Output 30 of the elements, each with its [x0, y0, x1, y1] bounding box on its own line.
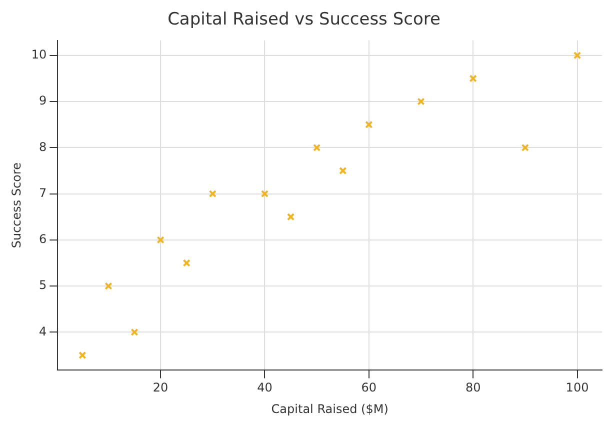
point: [573, 52, 582, 60]
point: [312, 144, 321, 152]
y-tick-label: 9: [39, 94, 47, 108]
point: [130, 328, 138, 336]
point: [339, 166, 347, 175]
chart-title: Capital Raised vs Success Score: [168, 10, 440, 30]
point: [521, 144, 529, 152]
point: [260, 190, 269, 198]
y-tick-label: 4: [39, 324, 47, 338]
x-axis-title: Capital Raised ($M): [271, 402, 388, 416]
point: [208, 190, 216, 198]
point: [417, 98, 425, 106]
y-tick-label: 7: [39, 186, 47, 200]
point: [104, 282, 112, 290]
x-tick-label: 80: [465, 380, 481, 395]
point: [78, 351, 86, 360]
y-tick-label: 8: [39, 140, 47, 154]
point: [469, 74, 477, 82]
y-tick-label: 6: [39, 232, 47, 246]
y-axis-title: Success Score: [9, 162, 24, 248]
point: [365, 120, 373, 128]
point: [182, 259, 190, 267]
y-tick-label: 10: [31, 48, 47, 62]
point: [286, 213, 295, 221]
x-tick-label: 20: [152, 380, 168, 395]
point: [156, 236, 164, 244]
x-tick-label: 100: [566, 380, 589, 395]
x-tick-label: 40: [257, 380, 272, 395]
x-tick-label: 60: [361, 380, 377, 395]
y-tick-label: 5: [39, 278, 47, 292]
